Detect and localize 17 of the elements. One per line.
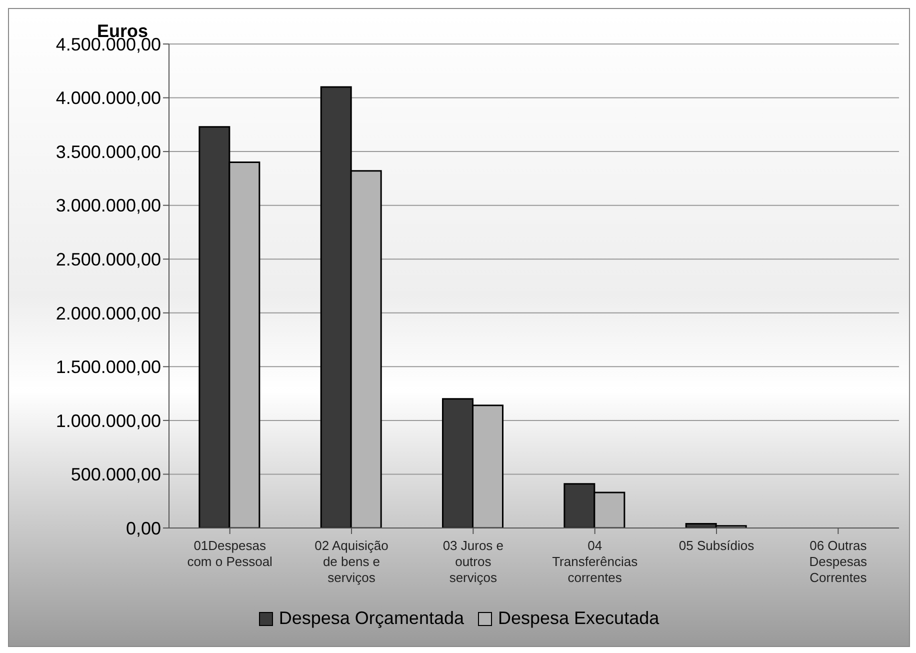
y-tick-label: 0,00 xyxy=(126,518,161,538)
y-tick-label: 500.000,00 xyxy=(70,464,161,485)
y-tick-label: 3.000.000,00 xyxy=(56,196,161,216)
y-tick-label: 2.000.000,00 xyxy=(56,303,161,324)
legend-label: Despesa Orçamentada xyxy=(278,608,464,629)
y-tick-label: 4.000.000,00 xyxy=(56,88,161,108)
x-tick-label: 02 Aquisição de bens e serviços xyxy=(314,538,388,585)
x-tick-label: 04 Transferências correntes xyxy=(552,538,638,585)
x-tick-label: 03 Juros e outros serviços xyxy=(442,538,504,585)
y-tick-label: 2.500.000,00 xyxy=(56,250,161,270)
legend-label: Despesa Executada xyxy=(498,608,660,629)
y-tick-label: 3.500.000,00 xyxy=(56,142,161,162)
x-tick-label: 06 Outras Despesas Correntes xyxy=(809,538,868,585)
y-tick-label: 1.000.000,00 xyxy=(56,410,161,431)
y-tick-label: 1.500.000,00 xyxy=(56,357,161,378)
x-tick-label: 01Despesas com o Pessoal xyxy=(187,538,273,569)
x-tick-label: 05 Subsídios xyxy=(678,538,755,553)
